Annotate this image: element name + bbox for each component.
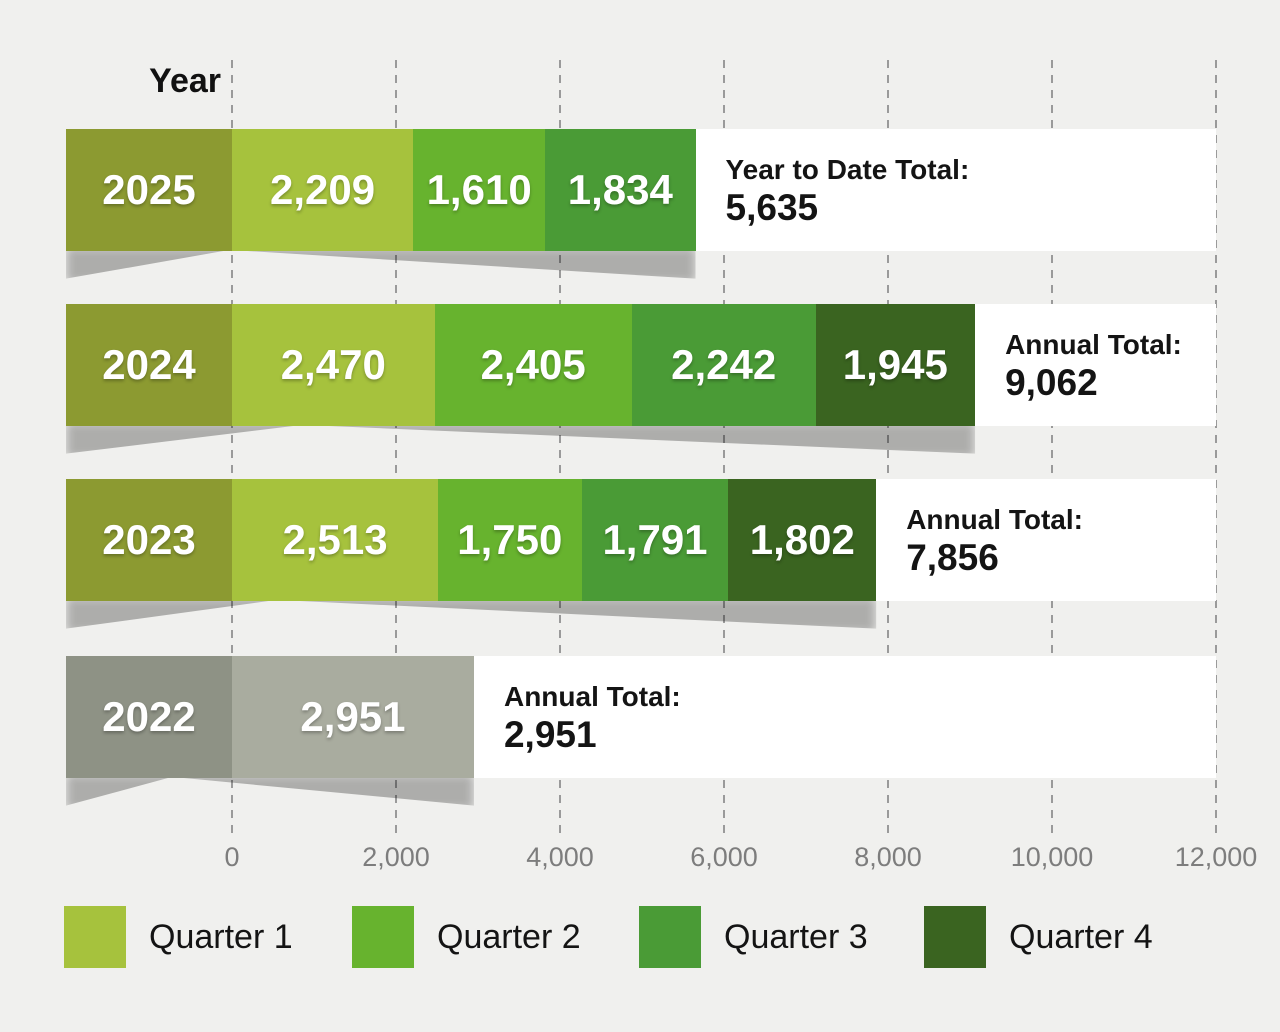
x-tick-label: 8,000 — [854, 842, 922, 872]
total-callout-value: 9,062 — [1005, 361, 1098, 403]
gridline — [1215, 60, 1217, 840]
x-tick-label: 12,000 — [1174, 842, 1258, 872]
bar-segment: 1,945 — [815, 304, 976, 426]
legend-swatch-icon — [352, 906, 414, 968]
bar-segment: 2,470 — [232, 304, 435, 426]
legend-label: Quarter 4 — [1009, 917, 1153, 956]
bar-segment: 1,750 — [438, 479, 582, 601]
bar-drop-shadow — [66, 774, 474, 806]
year-label: 2023 — [102, 516, 196, 563]
total-callout-label: Year to Date Total: — [725, 153, 970, 185]
legend-label: Quarter 1 — [149, 917, 293, 956]
total-callout: Annual Total: 9,062 — [975, 304, 1216, 426]
total-callout: Annual Total: 7,856 — [876, 479, 1216, 601]
gridline — [231, 60, 233, 840]
bar-segment-value: 1,834 — [567, 166, 673, 213]
bar-segment: 2,951 — [232, 656, 474, 778]
x-tick-label: 10,000 — [1010, 842, 1094, 872]
legend-item: Quarter 4 — [924, 906, 1153, 968]
total-callout-value: 5,635 — [725, 186, 819, 228]
bar-segment-value: 2,470 — [280, 341, 386, 388]
bar-segment-value: 2,405 — [480, 341, 586, 388]
gridline — [887, 60, 889, 840]
bar-segment: 2,209 — [232, 129, 414, 251]
y-axis-title: Year — [149, 62, 221, 100]
bar-segment: 2,513 — [232, 479, 439, 601]
total-callout-value: 2,951 — [503, 713, 597, 755]
bar-segment-value: 1,802 — [749, 516, 855, 563]
bar-segment-value: 2,242 — [671, 341, 777, 388]
gridline — [559, 60, 561, 840]
year-cell: 2025 — [66, 129, 232, 251]
year-cell: 2023 — [66, 479, 232, 601]
legend-label: Quarter 3 — [724, 917, 868, 956]
total-callout-value: 7,856 — [906, 536, 999, 578]
x-tick-label: 2,000 — [362, 842, 430, 872]
year-cell: 2024 — [66, 304, 232, 426]
gridline — [395, 60, 397, 840]
bar-segment: 2,405 — [434, 304, 632, 426]
total-callout-label: Annual Total: — [1005, 328, 1182, 360]
x-tick-label: 6,000 — [690, 842, 758, 872]
gridline — [1051, 60, 1053, 840]
bar-segment: 1,802 — [728, 479, 877, 601]
legend-swatch-icon — [639, 906, 701, 968]
bar-segment-value: 2,951 — [300, 693, 406, 740]
legend-swatch-icon — [64, 906, 126, 968]
year-label: 2022 — [102, 693, 196, 740]
gridline — [723, 60, 725, 840]
bar-segment-value: 1,610 — [426, 166, 532, 213]
bar-drop-shadow — [66, 247, 696, 279]
legend-item: Quarter 2 — [352, 906, 581, 968]
legend-swatch-icon — [924, 906, 986, 968]
bar-segment-value: 1,791 — [602, 516, 708, 563]
total-callout-label: Annual Total: — [503, 680, 681, 712]
year-cell: 2022 — [66, 656, 232, 778]
bar-segment: 2,242 — [631, 304, 816, 426]
bar-segment-value: 1,750 — [457, 516, 563, 563]
bar-segment: 1,610 — [413, 129, 546, 251]
bar-drop-shadow — [66, 597, 877, 629]
bar-drop-shadow — [66, 422, 976, 454]
total-callout: Year to Date Total: 5,635 — [695, 129, 1216, 251]
bar-segment: 1,834 — [545, 129, 696, 251]
legend-label: Quarter 2 — [437, 917, 581, 956]
legend-item: Quarter 1 — [64, 906, 293, 968]
bar-segment: 1,791 — [581, 479, 729, 601]
bar-segment-value: 2,513 — [282, 516, 388, 563]
x-tick-label: 4,000 — [526, 842, 594, 872]
bar-segment-value: 2,209 — [270, 166, 376, 213]
total-callout: Annual Total: 2,951 — [473, 656, 1216, 778]
legend-item: Quarter 3 — [639, 906, 868, 968]
total-callout-label: Annual Total: — [906, 503, 1083, 535]
year-label: 2025 — [102, 166, 196, 213]
year-label: 2024 — [102, 341, 196, 388]
bar-segment-value: 1,945 — [842, 341, 948, 388]
x-tick-label: 0 — [224, 842, 240, 872]
